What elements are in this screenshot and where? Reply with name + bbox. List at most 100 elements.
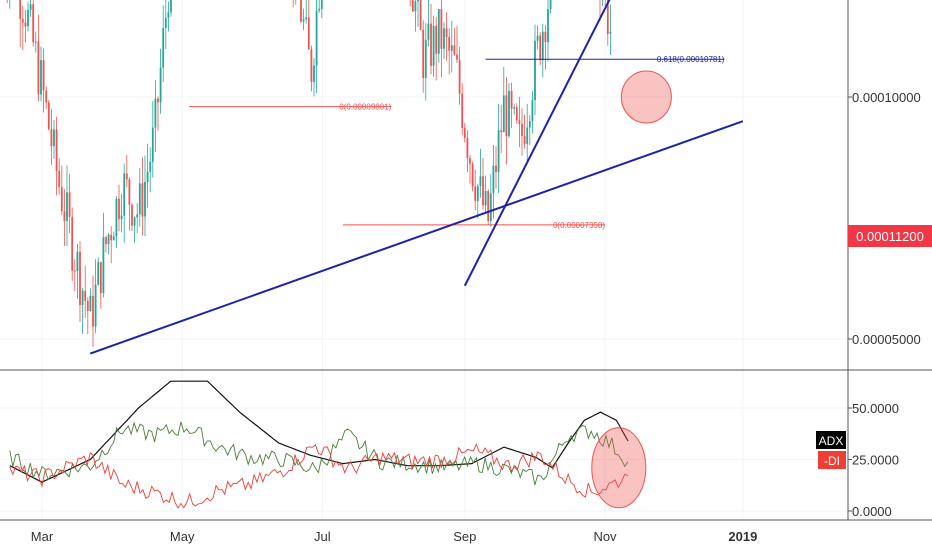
candle-body	[79, 251, 81, 306]
candle-body	[138, 183, 141, 215]
candle-body	[476, 186, 479, 201]
candle-body	[115, 198, 118, 237]
candle-body	[437, 9, 440, 54]
candle-body	[489, 193, 492, 221]
candle-body	[60, 187, 63, 212]
candle-body	[40, 60, 42, 95]
trendline[interactable]	[463, 0, 690, 287]
candle-body	[71, 216, 74, 271]
price-tick-label: 0.00005000	[852, 332, 921, 347]
candle-body	[445, 28, 448, 38]
candle-body	[120, 215, 123, 220]
time-tick-label: Jul	[314, 529, 331, 544]
time-tick-label: Sep	[453, 529, 476, 544]
candle-body	[521, 123, 523, 137]
minus-di-legend-label: -DI	[824, 454, 840, 468]
candle-body	[302, 19, 305, 22]
fib-level-label: 0(0.00009801)	[339, 103, 391, 112]
candle-body	[32, 4, 35, 43]
indicator-line[interactable]	[9, 421, 629, 486]
candle-body	[133, 217, 136, 226]
candle-body	[50, 129, 53, 147]
candle-body	[544, 31, 547, 43]
price-tick-label: 0.00010000	[852, 90, 921, 105]
candle-body	[45, 90, 48, 103]
candle-body	[112, 236, 115, 241]
candle-body	[315, 10, 318, 66]
indicator-line[interactable]	[9, 380, 629, 483]
adx-legend-label: ADX	[819, 434, 844, 448]
indicator-tick-label: 25.0000	[852, 453, 899, 468]
candle-body	[427, 23, 430, 40]
candle-body	[89, 295, 92, 312]
candle-body	[487, 191, 490, 221]
candle-body	[164, 17, 167, 29]
candle-body	[474, 186, 477, 201]
candle-body	[440, 9, 443, 49]
candle-body	[443, 28, 445, 49]
candle-body	[157, 98, 159, 103]
highlight-circle[interactable]	[620, 70, 672, 124]
candle-body	[534, 40, 536, 101]
fib-level-label: 0.618(0.00010781)	[657, 55, 725, 64]
candle-body	[461, 93, 464, 128]
candle-body	[73, 270, 76, 272]
candle-body	[479, 176, 482, 187]
candle-body	[505, 95, 508, 137]
candle-body	[146, 171, 149, 183]
price-axis[interactable]: 0.000250000.000200000.000150000.00010000…	[848, 0, 921, 347]
price-pane[interactable]	[1, 0, 612, 347]
fibonacci-levels[interactable]: 1(0.00021975)0.618(0.00017325)0(0.000098…	[189, 0, 725, 230]
candle-body	[92, 295, 94, 327]
candle-body	[541, 31, 544, 61]
candle-body	[492, 165, 495, 194]
candle-body	[606, 0, 609, 34]
candle-body	[502, 95, 505, 133]
indicator-line[interactable]	[9, 443, 629, 509]
candle-body	[526, 127, 529, 144]
adx-legend-tag	[816, 431, 846, 449]
candle-body	[305, 17, 308, 20]
candle-body	[94, 284, 97, 327]
time-tick-label: Mar	[31, 529, 54, 544]
candle-body	[539, 35, 542, 61]
candle-body	[144, 182, 146, 217]
candle-body	[300, 0, 302, 22]
candle-body	[466, 138, 469, 159]
candle-body	[469, 158, 471, 164]
candle-body	[495, 165, 497, 173]
candle-body	[432, 25, 435, 66]
candle-body	[411, 0, 414, 12]
candle-body	[320, 0, 323, 9]
candle-body	[68, 192, 71, 217]
candle-body	[419, 0, 422, 30]
indicator-highlight-circle[interactable]	[591, 427, 647, 509]
candle-body	[318, 8, 321, 11]
candle-body	[141, 183, 144, 217]
minus-di-legend-tag	[818, 451, 846, 469]
indicator-axis[interactable]: 50.0000 25.0000 0.0000	[848, 401, 899, 519]
drawing-annotations[interactable]	[89, 0, 744, 355]
candle-body	[450, 45, 453, 51]
candle-body	[66, 192, 68, 222]
indicator-pane[interactable]	[9, 380, 647, 509]
last-price-tag	[848, 225, 932, 247]
candle-body	[518, 120, 521, 124]
candle-body	[81, 290, 84, 306]
candle-body	[154, 98, 157, 128]
candle-body	[162, 28, 165, 68]
candle-body	[435, 25, 438, 54]
time-axis[interactable]: Mar May Jul Sep Nov 2019	[31, 529, 758, 544]
candle-body	[414, 1, 417, 12]
candle-body	[37, 41, 40, 95]
candle-body	[27, 9, 29, 27]
candle-body	[170, 0, 172, 13]
trendline[interactable]	[89, 120, 744, 355]
candle-body	[547, 9, 549, 43]
candle-body	[58, 171, 61, 188]
candle-body	[549, 0, 552, 10]
candle-body	[167, 12, 170, 18]
indicator-tick-label: 0.0000	[852, 504, 892, 519]
candle-body	[482, 176, 484, 206]
